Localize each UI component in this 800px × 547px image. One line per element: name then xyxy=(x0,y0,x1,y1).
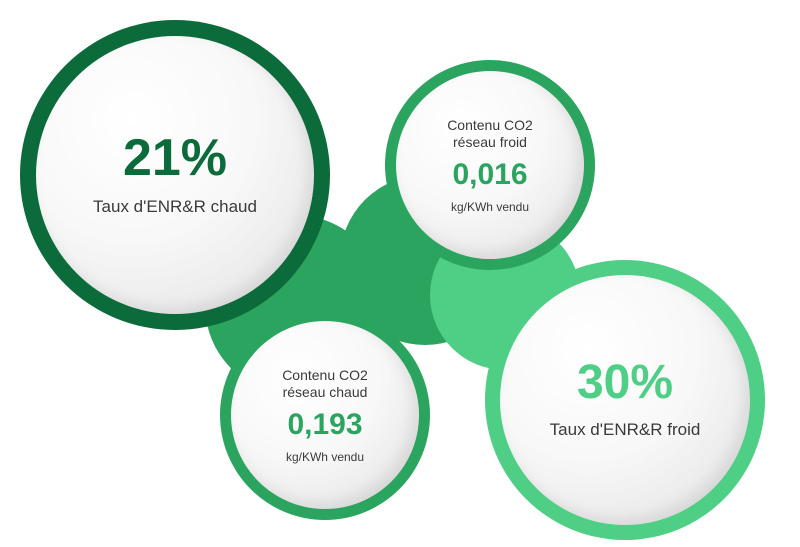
bubble-co2-froid: Contenu CO2 réseau froid 0,016 kg/KWh ve… xyxy=(396,71,584,259)
co2-chaud-prelabel: Contenu CO2 réseau chaud xyxy=(282,367,368,402)
bubble-co2-chaud: Contenu CO2 réseau chaud 0,193 kg/KWh ve… xyxy=(231,321,419,509)
enr-chaud-value: 21% xyxy=(123,132,227,184)
infographic-stage: 21% Taux d'ENR&R chaud Contenu CO2 résea… xyxy=(0,0,800,547)
co2-froid-value: 0,016 xyxy=(452,160,527,190)
enr-froid-label: Taux d'ENR&R froid xyxy=(550,419,701,440)
bubble-enr-chaud: 21% Taux d'ENR&R chaud xyxy=(36,36,314,314)
enr-chaud-label: Taux d'ENR&R chaud xyxy=(93,196,257,217)
co2-froid-prelabel: Contenu CO2 réseau froid xyxy=(447,117,533,152)
enr-froid-value: 30% xyxy=(577,359,673,407)
co2-froid-unit: kg/KWh vendu xyxy=(451,200,529,214)
co2-chaud-unit: kg/KWh vendu xyxy=(286,450,364,464)
co2-chaud-value: 0,193 xyxy=(287,410,362,440)
bubble-enr-froid: 30% Taux d'ENR&R froid xyxy=(500,275,750,525)
